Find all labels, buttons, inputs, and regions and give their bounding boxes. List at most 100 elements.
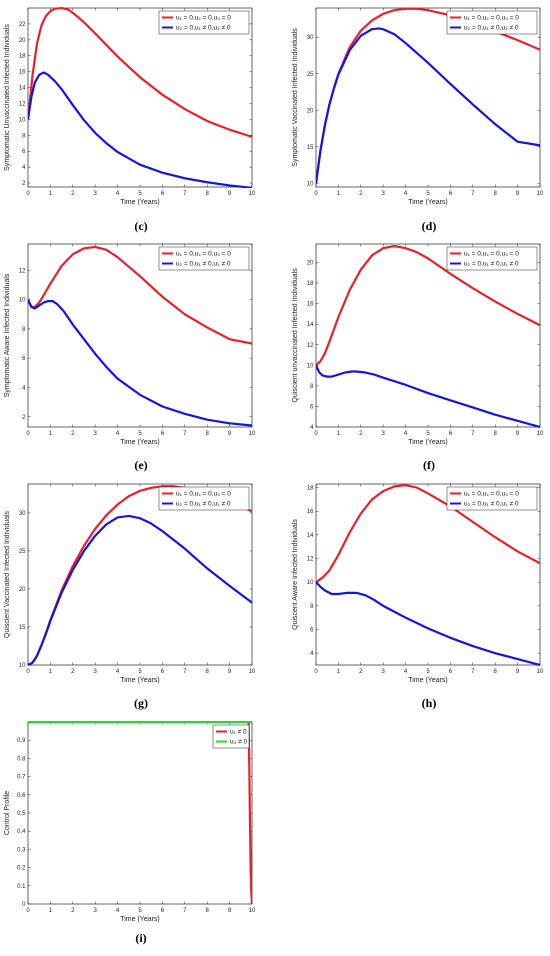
- y-tick-label: 0.7: [17, 775, 26, 781]
- x-tick-label: 7: [471, 669, 475, 675]
- y-tick-label: 15: [19, 625, 26, 631]
- y-tick-label: 20: [307, 261, 314, 267]
- x-tick-label: 1: [49, 191, 53, 197]
- x-axis-label: Time (Years): [120, 916, 160, 923]
- y-axis-label: Symptomatic Unvaccinated Infected Indivi…: [4, 24, 11, 171]
- x-tick-label: 2: [359, 669, 363, 675]
- y-tick-label: 0.1: [17, 884, 26, 890]
- x-tick-label: 4: [116, 669, 120, 675]
- x-tick-label: 7: [183, 431, 187, 437]
- series-line-1: [28, 71, 252, 188]
- x-tick-label: 10: [249, 908, 256, 914]
- x-tick-label: 8: [206, 908, 210, 914]
- series-line-1: [316, 27, 540, 184]
- x-tick-label: 7: [183, 908, 187, 914]
- x-tick-label: 6: [161, 431, 165, 437]
- x-tick-label: 8: [206, 431, 210, 437]
- y-tick-label: 16: [307, 302, 314, 308]
- x-tick-label: 7: [471, 431, 475, 437]
- y-tick-label: 16: [19, 70, 26, 76]
- y-tick-label: 4: [22, 165, 26, 171]
- x-tick-label: 7: [183, 191, 187, 197]
- x-tick-label: 9: [516, 669, 520, 675]
- x-tick-label: 6: [161, 669, 165, 675]
- y-axis-label: Symptomatic Vaccinated Infected Individu…: [292, 28, 299, 167]
- x-tick-label: 5: [426, 669, 430, 675]
- plot-area: [315, 243, 541, 428]
- panel-caption: (c): [134, 219, 147, 233]
- x-tick-label: 3: [94, 191, 98, 197]
- y-tick-label: 10: [307, 363, 314, 369]
- x-tick-label: 9: [228, 191, 232, 197]
- x-tick-label: 0: [314, 669, 318, 675]
- x-axis-label: Time (Years): [120, 199, 160, 206]
- x-axis-label: Time (Years): [120, 439, 160, 446]
- x-tick-label: 5: [138, 908, 142, 914]
- x-tick-label: 3: [382, 191, 386, 197]
- x-tick-label: 3: [94, 431, 98, 437]
- y-axis-label: Quiscient unvaccinated Infected Individu…: [292, 268, 299, 403]
- y-axis-label: Symptomatic Aware Infected Individuals: [4, 273, 11, 397]
- y-tick-label: 20: [307, 108, 314, 114]
- x-tick-label: 1: [49, 908, 53, 914]
- x-tick-label: 10: [249, 669, 256, 675]
- chart-panel-6: 0 1 2 3 4 5 6 7 8 9 10 0 0.1 0.2 0.3 0.4 0.5 0.6 0.7 0.8 0.9…: [4, 721, 256, 945]
- x-tick-label: 1: [337, 669, 341, 675]
- chart-panel-1: 0 1 2 3 4 5 6 7 8 9 10 10 15 20 25 30 Time (Years) Sympto…: [292, 7, 544, 233]
- x-tick-label: 8: [206, 191, 210, 197]
- y-tick-label: 8: [22, 133, 26, 139]
- x-tick-label: 0: [26, 908, 30, 914]
- y-tick-label: 0.2: [17, 866, 26, 872]
- y-tick-label: 6: [22, 356, 26, 362]
- y-axis-label: Quiscient Vaccinated Infected Individual…: [4, 510, 11, 638]
- x-tick-label: 4: [404, 431, 408, 437]
- y-tick-label: 10: [19, 298, 26, 304]
- x-tick-label: 6: [449, 191, 453, 197]
- y-tick-label: 30: [307, 35, 314, 41]
- legend-label: u₁ = 0,u₂ = 0,u₃ = 0: [176, 491, 231, 498]
- legend-label: u₁ = 0,u₂ = 0,u₃ = 0: [176, 251, 231, 258]
- y-tick-label: 12: [307, 343, 314, 349]
- x-tick-label: 0: [26, 669, 30, 675]
- y-tick-label: 4: [310, 425, 314, 431]
- y-tick-label: 10: [19, 117, 26, 123]
- plot-area: [27, 483, 253, 666]
- series-line-1: [316, 364, 540, 428]
- y-tick-label: 22: [19, 22, 26, 28]
- x-axis-label: Time (Years): [408, 677, 448, 684]
- x-tick-label: 8: [494, 669, 498, 675]
- panel-caption: (e): [134, 458, 147, 472]
- y-tick-label: 12: [19, 268, 26, 274]
- x-tick-label: 8: [494, 191, 498, 197]
- x-tick-label: 8: [206, 669, 210, 675]
- y-tick-label: 10: [307, 181, 314, 187]
- plot-area: [315, 483, 541, 666]
- x-tick-label: 4: [116, 431, 120, 437]
- x-tick-label: 1: [49, 431, 53, 437]
- x-tick-label: 1: [337, 431, 341, 437]
- x-tick-label: 2: [359, 191, 363, 197]
- panel-caption: (i): [135, 931, 146, 945]
- chart-panel-4: 0 1 2 3 4 5 6 7 8 9 10 10 15 20 25 30 Time (Years) Quisci…: [4, 483, 256, 710]
- series-line-1: [316, 581, 540, 666]
- legend-label: u₂ = 0,u₁ ≠ 0,u₃ ≠ 0: [464, 25, 519, 32]
- y-tick-label: 6: [310, 628, 314, 634]
- legend-box: [446, 486, 538, 511]
- legend-label: u₂ = 0,u₁ ≠ 0,u₃ ≠ 0: [464, 261, 519, 268]
- panel-caption: (h): [422, 696, 437, 710]
- x-tick-label: 0: [26, 191, 30, 197]
- y-tick-label: 25: [19, 549, 26, 555]
- x-tick-label: 7: [471, 191, 475, 197]
- x-tick-label: 3: [94, 908, 98, 914]
- x-tick-label: 4: [404, 669, 408, 675]
- y-tick-label: 14: [307, 533, 314, 539]
- y-tick-label: 20: [19, 587, 26, 593]
- y-tick-label: 0: [22, 902, 26, 908]
- x-tick-label: 10: [537, 669, 544, 675]
- legend-box: [446, 10, 538, 35]
- x-tick-label: 9: [228, 908, 232, 914]
- legend-label: u₁ = 0,u₂ = 0,u₃ = 0: [464, 491, 519, 498]
